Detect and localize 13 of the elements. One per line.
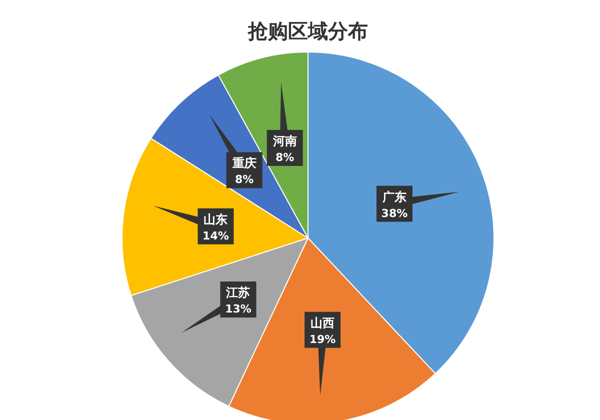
slice-label: 重庆 (231, 156, 256, 170)
data-label: 38% (381, 206, 408, 220)
data-label: 8% (276, 150, 294, 164)
data-label: 14% (202, 229, 229, 242)
data-label: 8% (234, 173, 254, 186)
chart-title: 抢购区域分布 (247, 19, 368, 43)
data-label: 19% (309, 332, 336, 346)
slice-label: 河南 (272, 134, 297, 148)
slice-label: 广东 (381, 190, 406, 204)
slice-label: 江苏 (225, 286, 250, 300)
slice-label: 山西 (310, 316, 335, 330)
data-label: 13% (225, 302, 252, 316)
slice-label: 山东 (204, 212, 228, 226)
